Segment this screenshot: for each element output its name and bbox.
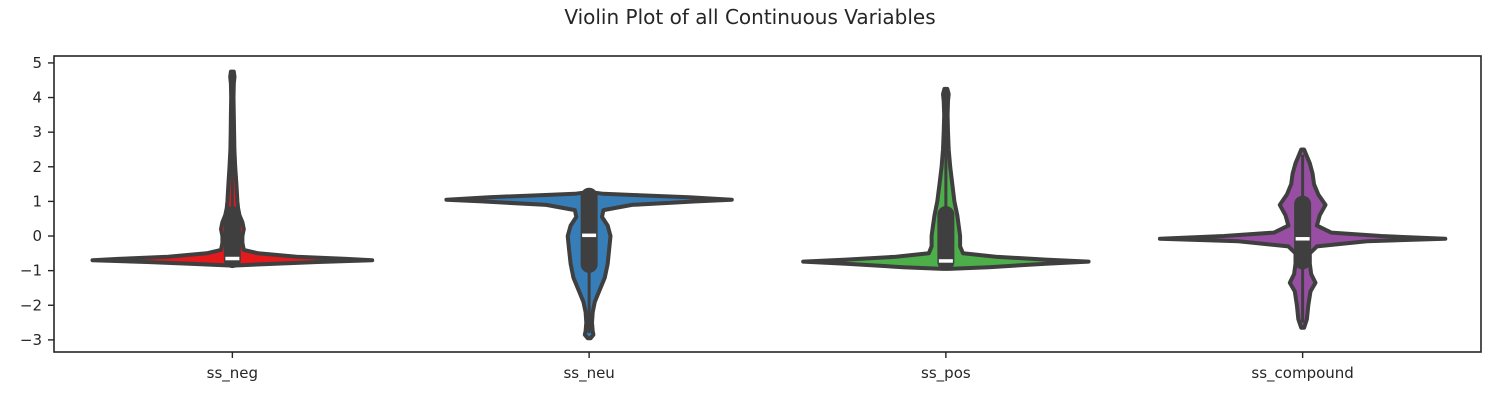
violin-ss_compound <box>1157 147 1448 330</box>
x-tick-label: ss_pos <box>921 364 971 383</box>
y-tick-label: 3 <box>32 123 42 141</box>
y-tick-label: −3 <box>20 331 42 349</box>
violin-ss_pos <box>801 86 1091 271</box>
y-tick-label: −1 <box>20 262 42 280</box>
plot-frame <box>53 55 1482 353</box>
x-tick-label: ss_neg <box>207 364 258 383</box>
violin-ss_neu <box>444 187 734 341</box>
violins-layer <box>90 69 1448 341</box>
y-tick-label: 4 <box>32 89 42 107</box>
y-tick-label: 2 <box>32 158 42 176</box>
y-tick-label: 1 <box>32 192 42 210</box>
y-tick-label: 5 <box>32 54 42 72</box>
x-tick-label: ss_neu <box>563 364 614 383</box>
y-tick-label: −2 <box>20 296 42 314</box>
x-axis: ss_neg ss_neu ss_pos ss_compound <box>207 352 1354 383</box>
violin-ss_neg <box>90 69 375 269</box>
y-tick-label: 0 <box>32 227 42 245</box>
chart-title: Violin Plot of all Continuous Variables <box>564 5 936 29</box>
x-tick-label: ss_compound <box>1251 364 1353 383</box>
y-axis: −3 −2 −1 0 1 2 3 4 5 <box>20 54 54 349</box>
